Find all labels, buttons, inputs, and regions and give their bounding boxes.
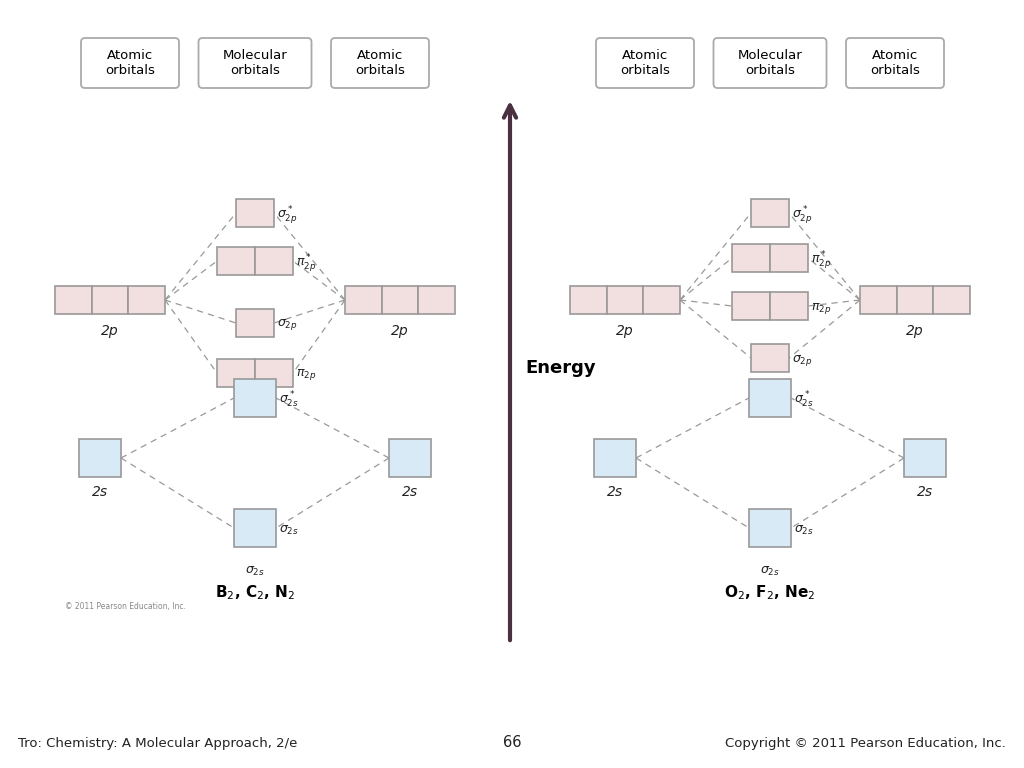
Bar: [860, 286, 897, 314]
Text: 2s: 2s: [402, 485, 418, 499]
Text: Tro: Chemistry: A Molecular Approach, 2/e: Tro: Chemistry: A Molecular Approach, 2/…: [18, 737, 297, 750]
Bar: [606, 286, 643, 314]
Text: $\sigma_{2p}$: $\sigma_{2p}$: [278, 317, 298, 333]
Bar: [128, 286, 165, 314]
Bar: [345, 286, 382, 314]
Text: $\pi_{2p}$: $\pi_{2p}$: [296, 368, 316, 382]
Text: $\pi^*_{2p}$: $\pi^*_{2p}$: [296, 252, 316, 274]
Text: $\pi^*_{2p}$: $\pi^*_{2p}$: [811, 249, 831, 271]
Text: 2p: 2p: [391, 324, 409, 338]
Text: Copyright © 2011 Pearson Education, Inc.: Copyright © 2011 Pearson Education, Inc.: [725, 737, 1006, 750]
Bar: [570, 286, 606, 314]
Bar: [751, 199, 790, 227]
Bar: [749, 379, 791, 417]
Text: Molecular
orbitals: Molecular orbitals: [737, 49, 803, 77]
Bar: [419, 286, 455, 314]
Text: B$_2$, C$_2$, N$_2$: B$_2$, C$_2$, N$_2$: [215, 583, 295, 601]
Bar: [897, 286, 933, 314]
FancyBboxPatch shape: [596, 38, 694, 88]
Bar: [732, 292, 770, 320]
Bar: [217, 359, 255, 387]
FancyBboxPatch shape: [846, 38, 944, 88]
Text: $\sigma^*_{2p}$: $\sigma^*_{2p}$: [792, 204, 813, 226]
FancyBboxPatch shape: [81, 38, 179, 88]
Text: Molecular
orbitals: Molecular orbitals: [222, 49, 288, 77]
Text: O$_2$, F$_2$, Ne$_2$: O$_2$, F$_2$, Ne$_2$: [724, 583, 816, 601]
Text: $\pi_{2p}$: $\pi_{2p}$: [811, 300, 831, 316]
FancyBboxPatch shape: [331, 38, 429, 88]
Bar: [749, 509, 791, 547]
Bar: [904, 439, 946, 477]
Bar: [594, 439, 636, 477]
Text: 2p: 2p: [906, 324, 924, 338]
Bar: [55, 286, 92, 314]
Text: Energy: Energy: [525, 359, 596, 377]
Text: $\sigma^*_{2s}$: $\sigma^*_{2s}$: [279, 390, 299, 410]
Bar: [255, 247, 293, 275]
Text: 2s: 2s: [916, 485, 933, 499]
Bar: [389, 439, 431, 477]
Bar: [770, 292, 808, 320]
Text: $\sigma_{2s}$: $\sigma_{2s}$: [760, 565, 780, 578]
Bar: [732, 244, 770, 272]
Text: 66: 66: [503, 735, 521, 750]
Bar: [92, 286, 128, 314]
Bar: [234, 379, 276, 417]
Bar: [234, 509, 276, 547]
FancyBboxPatch shape: [714, 38, 826, 88]
Bar: [79, 439, 121, 477]
Text: $\sigma_{2s}$: $\sigma_{2s}$: [279, 524, 299, 537]
Bar: [255, 359, 293, 387]
Text: Atomic
orbitals: Atomic orbitals: [870, 49, 920, 77]
Text: Atomic
orbitals: Atomic orbitals: [355, 49, 404, 77]
Text: © 2011 Pearson Education, Inc.: © 2011 Pearson Education, Inc.: [65, 602, 186, 611]
Bar: [933, 286, 970, 314]
FancyBboxPatch shape: [199, 38, 311, 88]
Text: 2s: 2s: [92, 485, 109, 499]
Text: $\sigma^*_{2s}$: $\sigma^*_{2s}$: [794, 390, 814, 410]
Bar: [217, 247, 255, 275]
Text: 2s: 2s: [607, 485, 623, 499]
Text: $\sigma_{2s}$: $\sigma_{2s}$: [794, 524, 814, 537]
Text: Atomic
orbitals: Atomic orbitals: [105, 49, 155, 77]
Bar: [236, 309, 274, 337]
Bar: [236, 199, 274, 227]
Text: $\sigma_{2s}$: $\sigma_{2s}$: [245, 565, 265, 578]
Text: Atomic
orbitals: Atomic orbitals: [621, 49, 670, 77]
Text: $\sigma^*_{2p}$: $\sigma^*_{2p}$: [278, 204, 298, 226]
Text: 2p: 2p: [616, 324, 634, 338]
Text: 2p: 2p: [101, 324, 119, 338]
Text: $\sigma_{2p}$: $\sigma_{2p}$: [792, 353, 813, 368]
Bar: [770, 244, 808, 272]
Bar: [751, 344, 790, 372]
Bar: [643, 286, 680, 314]
Bar: [382, 286, 419, 314]
